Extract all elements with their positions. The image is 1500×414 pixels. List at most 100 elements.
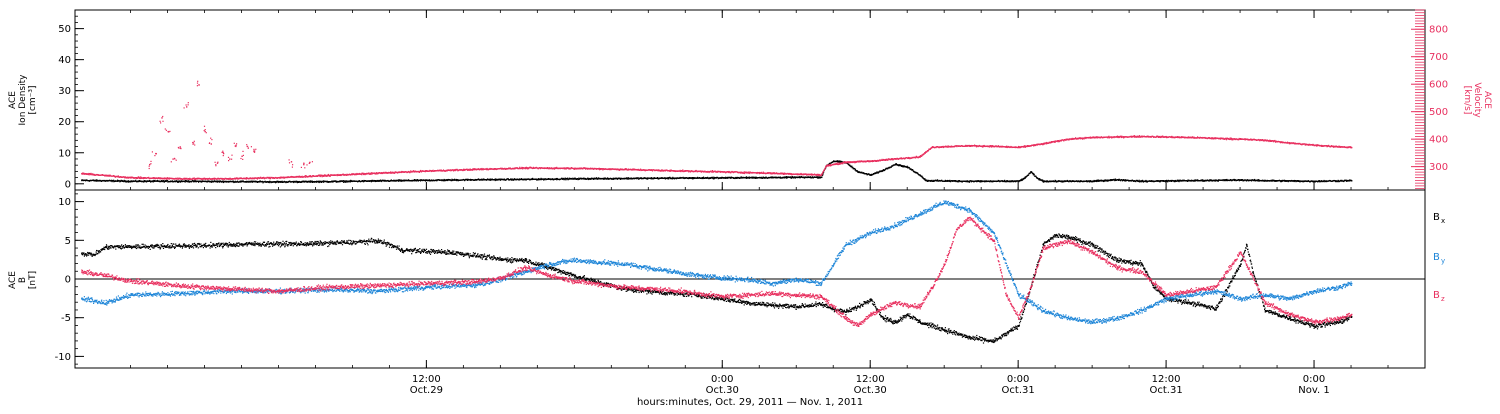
bx-series-point-10	[402, 250, 403, 251]
by-series-point-38	[1166, 298, 1167, 299]
ion-density-series-point-10	[574, 178, 575, 179]
bx-series-point-12	[476, 255, 477, 256]
by-series-point-34	[1068, 318, 1069, 319]
bx-series-point-32	[895, 322, 896, 323]
by-series-point-25	[846, 244, 847, 245]
velocity-series-point-34	[1351, 147, 1352, 148]
xtick-time-5: 0:00	[1303, 374, 1325, 385]
ion-density-series-point-8	[476, 179, 477, 180]
bx-series-point-54	[1265, 310, 1266, 311]
bz-series-point-43	[1191, 291, 1192, 292]
velocity-series-point-1	[131, 177, 132, 178]
ion-density-series-point-27	[1018, 181, 1019, 182]
ion-density-series-point-7	[426, 180, 427, 181]
velocity-series-point-8	[476, 169, 477, 170]
top-ytick-label-5: 50	[58, 24, 71, 35]
bx-series-point-40	[1043, 244, 1044, 245]
velocity-series-point-31	[1265, 140, 1266, 141]
ion-density-series-point-2	[180, 181, 181, 182]
bz-series-point-14	[599, 284, 600, 285]
by-series-point-32	[1018, 295, 1019, 296]
velocity-series-point-12	[673, 170, 674, 171]
top-left-ylabel: ACE Ion Density [cm⁻³]	[8, 74, 38, 126]
bz-series-point-12	[550, 275, 551, 276]
velocity-scatter-point-11	[217, 163, 218, 164]
bz-series-point-22	[796, 295, 797, 296]
bx-series-point-18	[624, 288, 625, 289]
bx-series-point-5	[254, 243, 255, 244]
by-series-point-40	[1215, 291, 1216, 292]
bx-series-point-50	[1228, 287, 1229, 288]
xtick-date-2: Oct.30	[854, 385, 887, 396]
by-series-point-16	[648, 267, 649, 268]
bx-series-point-31	[883, 318, 884, 319]
velocity-series-point-29	[1191, 137, 1192, 138]
by-series-point-26	[870, 233, 871, 234]
bx-series-point-33	[907, 314, 908, 315]
by-series-point-12	[550, 264, 551, 265]
by-series-point-36	[1117, 318, 1118, 319]
velocity-scatter-point-14	[235, 145, 236, 146]
bz-series-point-30	[944, 264, 945, 265]
top-ytick-label-2: 20	[58, 117, 71, 128]
bottom-ytick-label-0: -10	[55, 352, 71, 363]
by-series-point-35	[1092, 322, 1093, 323]
bz-series-point-39	[1092, 252, 1093, 253]
top-panel-frame	[75, 10, 1425, 190]
velocity-scatter-point-5	[180, 147, 181, 148]
bx-series-point-6	[303, 243, 304, 244]
bz-series-point-46	[1265, 302, 1266, 303]
bx-series-point-44	[1117, 260, 1118, 261]
ion-density-series-point-39	[1351, 180, 1352, 181]
velocity-series-point-26	[1068, 139, 1069, 140]
by-series-point-15	[624, 264, 625, 265]
bz-series-point-45	[1240, 252, 1241, 253]
velocity-scatter-point-16	[248, 147, 249, 148]
bz-series-point-44	[1215, 287, 1216, 288]
bz-series-point-47	[1289, 314, 1290, 315]
legend-Bx-sub: x	[1441, 217, 1445, 225]
ion-density-series-point-3	[229, 181, 230, 182]
bz-series-point-28	[920, 306, 921, 307]
bx-series-point-43	[1092, 244, 1093, 245]
bz-series-point-20	[747, 295, 748, 296]
bx-series-point-48	[1191, 302, 1192, 303]
ion-density-series-point-9	[525, 179, 526, 180]
by-series-point-42	[1265, 295, 1266, 296]
velocity-scatter-point-15	[241, 156, 242, 157]
x-axis-label: hours:minutes, Oct. 29, 2011 — Nov. 1, 2…	[637, 397, 863, 408]
legend-By: B	[1433, 252, 1440, 263]
bx-series-point-4	[205, 245, 206, 246]
ion-density-series-point-21	[883, 170, 884, 171]
velocity-series-point-3	[229, 178, 230, 179]
velocity-series	[81, 135, 1352, 180]
ion-density-series-point-22	[895, 164, 896, 165]
ion-density-series-point-19	[858, 171, 859, 172]
bz-series-point-38	[1068, 240, 1069, 241]
velocity-series-point-18	[870, 161, 871, 162]
top-panel-data-points	[81, 81, 1352, 184]
top-left-ylabel-line1: ACE	[8, 91, 18, 109]
bottom-ytick-label-2: 0	[65, 275, 71, 286]
bz-series-point-18	[698, 293, 699, 294]
by-series-point-2	[131, 295, 132, 296]
velocity-series-point-30	[1240, 139, 1241, 140]
by-series-point-22	[796, 279, 797, 280]
bottom-ytick-label-4: 10	[58, 197, 71, 208]
by-series-point-21	[772, 283, 773, 284]
bz-series-point-9	[476, 281, 477, 282]
bz-series-point-42	[1166, 295, 1167, 296]
bz-series-point-36	[1031, 287, 1032, 288]
bz-series-point-31	[957, 229, 958, 230]
by-series-point-1	[106, 302, 107, 303]
bz-series-point-27	[895, 302, 896, 303]
by-series-point-8	[426, 287, 427, 288]
bz-series-point-1	[106, 275, 107, 276]
bottom-left-ylabel-line2: B	[18, 277, 28, 283]
bz-series-point-5	[278, 291, 279, 292]
velocity-series-point-14	[772, 173, 773, 174]
velocity-scatter-point-4	[172, 158, 173, 159]
velocity-series-point-27	[1092, 137, 1093, 138]
